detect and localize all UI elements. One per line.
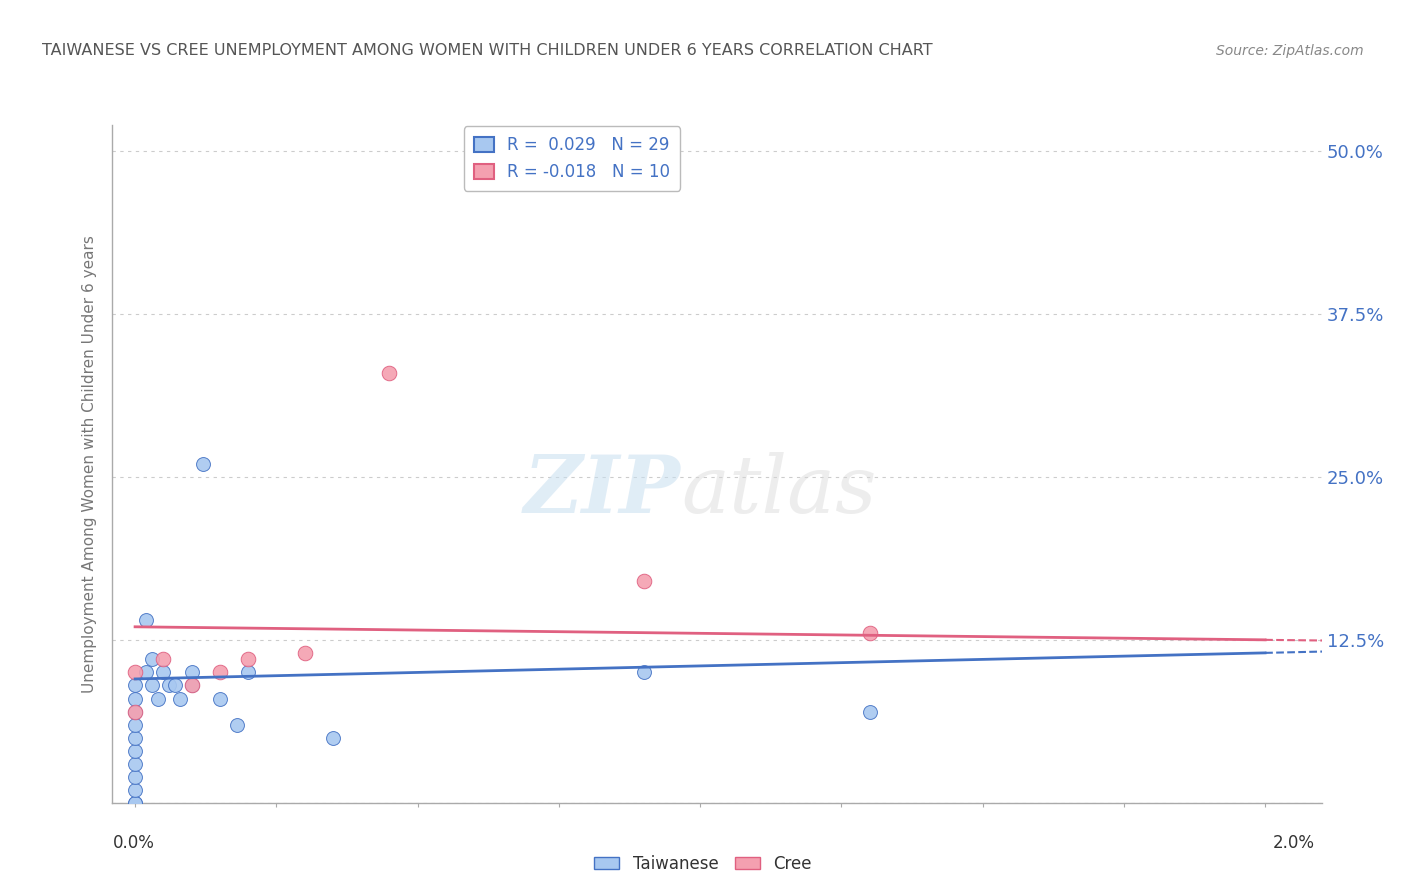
Point xyxy=(225,717,247,731)
Legend: R =  0.029   N = 29, R = -0.018   N = 10: R = 0.029 N = 29, R = -0.018 N = 10 xyxy=(464,127,681,191)
Point xyxy=(152,665,174,680)
Point xyxy=(124,705,146,719)
Point xyxy=(146,691,169,706)
Point xyxy=(124,756,146,771)
Text: Source: ZipAtlas.com: Source: ZipAtlas.com xyxy=(1216,44,1364,58)
Point xyxy=(124,770,146,784)
Point xyxy=(294,646,316,660)
Point xyxy=(124,678,146,692)
Point xyxy=(124,796,146,810)
Point xyxy=(859,705,882,719)
Point xyxy=(135,665,157,680)
Point xyxy=(169,691,191,706)
Point xyxy=(236,665,259,680)
Point xyxy=(124,691,146,706)
Point xyxy=(236,652,259,666)
Point xyxy=(208,665,231,680)
Point xyxy=(124,731,146,745)
Point xyxy=(633,574,655,589)
Point xyxy=(124,796,146,810)
Point xyxy=(124,744,146,758)
Y-axis label: Unemployment Among Women with Children Under 6 years: Unemployment Among Women with Children U… xyxy=(82,235,97,693)
Point xyxy=(180,678,202,692)
Point xyxy=(208,691,231,706)
Point xyxy=(322,731,344,745)
Point xyxy=(191,457,214,471)
Text: 0.0%: 0.0% xyxy=(112,834,155,852)
Point xyxy=(157,678,180,692)
Point xyxy=(163,678,186,692)
Point xyxy=(124,782,146,797)
Point xyxy=(124,717,146,731)
Point xyxy=(135,613,157,627)
Point xyxy=(141,678,163,692)
Text: 2.0%: 2.0% xyxy=(1272,834,1315,852)
Text: atlas: atlas xyxy=(681,452,876,530)
Point xyxy=(378,366,401,380)
Point xyxy=(859,626,882,640)
Text: TAIWANESE VS CREE UNEMPLOYMENT AMONG WOMEN WITH CHILDREN UNDER 6 YEARS CORRELATI: TAIWANESE VS CREE UNEMPLOYMENT AMONG WOM… xyxy=(42,43,932,58)
Point xyxy=(180,665,202,680)
Point xyxy=(633,665,655,680)
Text: ZIP: ZIP xyxy=(524,452,681,530)
Point xyxy=(124,665,146,680)
Point xyxy=(152,652,174,666)
Legend: Taiwanese, Cree: Taiwanese, Cree xyxy=(588,848,818,880)
Point xyxy=(124,705,146,719)
Point xyxy=(141,652,163,666)
Point xyxy=(180,678,202,692)
